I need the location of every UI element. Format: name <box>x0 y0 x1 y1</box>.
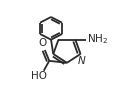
Text: N: N <box>77 56 84 66</box>
Text: NH$_2$: NH$_2$ <box>87 32 108 46</box>
Text: HO: HO <box>31 71 46 81</box>
Text: O: O <box>38 38 46 48</box>
